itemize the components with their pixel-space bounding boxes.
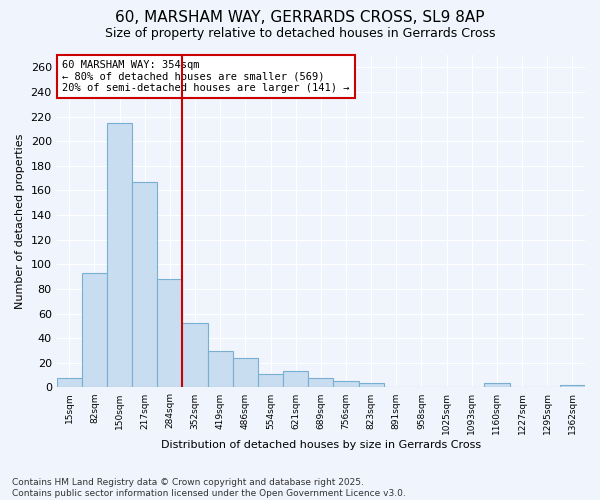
Y-axis label: Number of detached properties: Number of detached properties: [15, 134, 25, 309]
Bar: [233, 358, 258, 388]
Bar: [157, 279, 182, 388]
Bar: [283, 372, 308, 388]
Bar: [82, 273, 107, 388]
X-axis label: Distribution of detached houses by size in Gerrards Cross: Distribution of detached houses by size …: [161, 440, 481, 450]
Text: Contains HM Land Registry data © Crown copyright and database right 2025.
Contai: Contains HM Land Registry data © Crown c…: [12, 478, 406, 498]
Bar: [359, 382, 384, 388]
Text: 60, MARSHAM WAY, GERRARDS CROSS, SL9 8AP: 60, MARSHAM WAY, GERRARDS CROSS, SL9 8AP: [115, 10, 485, 25]
Bar: [132, 182, 157, 388]
Bar: [308, 378, 334, 388]
Bar: [484, 382, 509, 388]
Text: Size of property relative to detached houses in Gerrards Cross: Size of property relative to detached ho…: [105, 28, 495, 40]
Bar: [208, 350, 233, 388]
Bar: [560, 385, 585, 388]
Text: 60 MARSHAM WAY: 354sqm
← 80% of detached houses are smaller (569)
20% of semi-de: 60 MARSHAM WAY: 354sqm ← 80% of detached…: [62, 60, 349, 93]
Bar: [107, 122, 132, 388]
Bar: [56, 378, 82, 388]
Bar: [334, 382, 359, 388]
Bar: [258, 374, 283, 388]
Bar: [182, 324, 208, 388]
